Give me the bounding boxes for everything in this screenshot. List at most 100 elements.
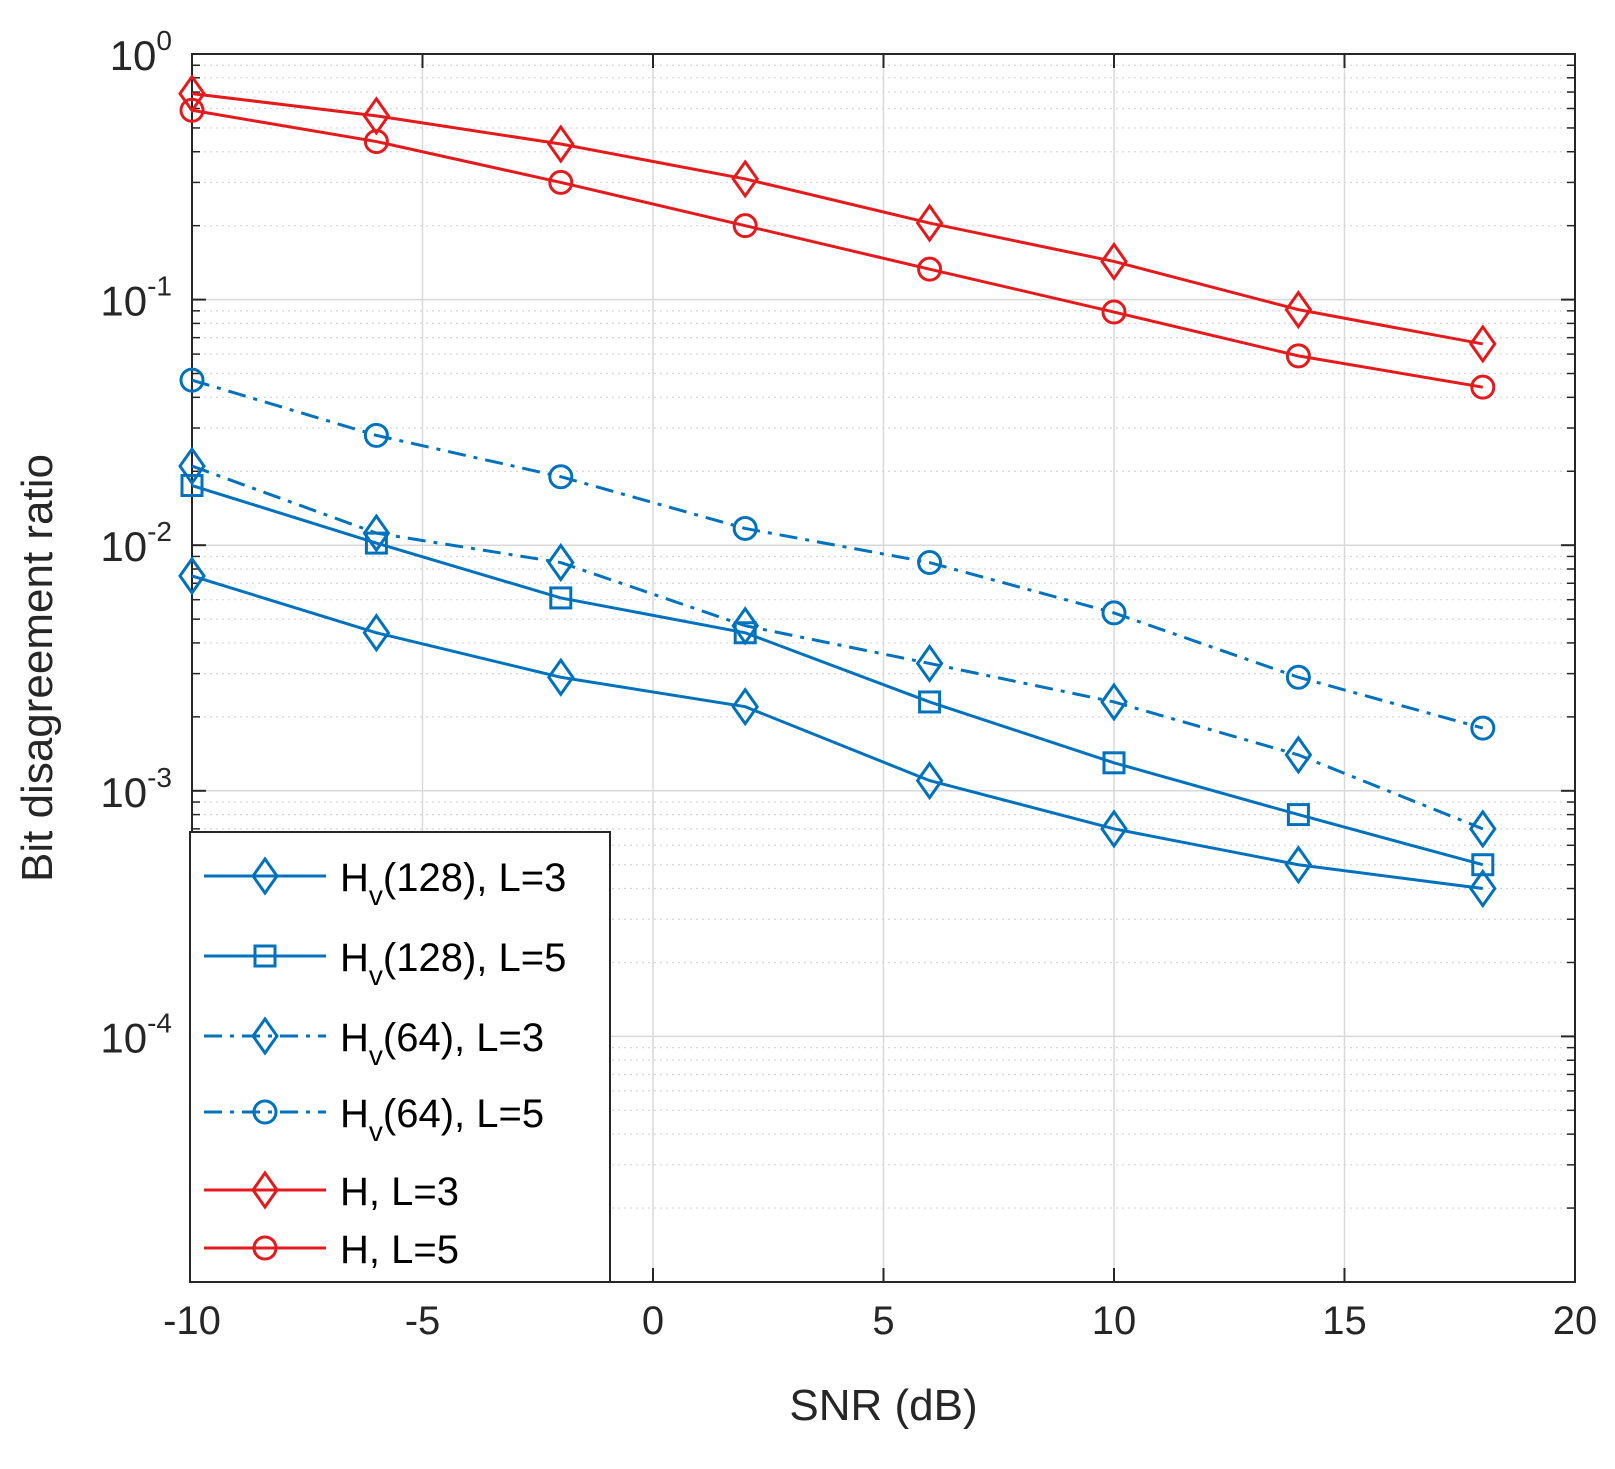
legend-box bbox=[189, 831, 611, 1283]
legend-label-main: H bbox=[340, 1016, 369, 1060]
legend-label-subscript: v bbox=[369, 960, 383, 991]
legend-label: H, L=5 bbox=[340, 1228, 459, 1272]
legend-marker bbox=[253, 944, 277, 968]
data-point bbox=[1286, 803, 1310, 827]
legend-item: Hv(128), L=3 bbox=[204, 856, 566, 911]
data-point bbox=[1100, 241, 1128, 282]
data-point bbox=[1470, 715, 1496, 741]
data-point bbox=[915, 761, 944, 801]
data-point bbox=[1284, 845, 1313, 885]
x-tick-label: 15 bbox=[1322, 1299, 1367, 1343]
series-line bbox=[191, 574, 1483, 891]
legend-label-main: H bbox=[340, 936, 369, 980]
data-point bbox=[1468, 324, 1497, 364]
data-point bbox=[362, 96, 391, 136]
y-tick-label: 10-4 bbox=[100, 1007, 172, 1061]
data-point bbox=[179, 97, 205, 123]
legend-label: Hv(128), L=3 bbox=[340, 856, 566, 911]
data-point bbox=[1468, 868, 1497, 909]
series-line bbox=[191, 378, 1484, 730]
y-tick-base: 10 bbox=[110, 32, 157, 79]
x-tick-label: 20 bbox=[1553, 1299, 1598, 1343]
data-point bbox=[362, 513, 391, 553]
y-tick-exponent: -1 bbox=[147, 271, 172, 302]
y-tick-label: 100 bbox=[110, 25, 172, 79]
x-axis-title: SNR (dB) bbox=[789, 1381, 977, 1430]
x-tick-label: 5 bbox=[872, 1299, 894, 1343]
data-point bbox=[1468, 809, 1497, 849]
data-point bbox=[732, 213, 758, 239]
data-point bbox=[179, 367, 205, 393]
series-4 bbox=[178, 73, 1497, 364]
series-0 bbox=[178, 556, 1497, 909]
data-point bbox=[731, 606, 760, 646]
legend-label-rest: (128), L=3 bbox=[383, 856, 566, 900]
y-tick-base: 10 bbox=[100, 769, 147, 816]
y-tick-base: 10 bbox=[100, 278, 147, 325]
series-3 bbox=[179, 367, 1496, 741]
legend-label: Hv(64), L=3 bbox=[340, 1016, 544, 1071]
legend-marker bbox=[251, 1170, 279, 1210]
data-point bbox=[732, 515, 758, 541]
y-tick-exponent: 0 bbox=[156, 25, 172, 56]
data-point bbox=[546, 124, 575, 164]
legend-label: H, L=3 bbox=[340, 1170, 459, 1214]
data-point bbox=[546, 542, 575, 583]
data-point bbox=[1284, 290, 1313, 330]
series-line bbox=[191, 464, 1484, 831]
data-point bbox=[362, 613, 391, 653]
y-tick-label: 10-3 bbox=[100, 762, 172, 816]
series-group bbox=[178, 73, 1497, 909]
data-point bbox=[731, 159, 760, 199]
data-point bbox=[178, 556, 206, 596]
legend-label-main: H bbox=[340, 856, 369, 900]
series-line bbox=[191, 92, 1484, 346]
y-tick-label: 10-2 bbox=[100, 516, 172, 570]
data-point bbox=[548, 169, 574, 195]
data-point bbox=[915, 643, 944, 684]
data-point bbox=[917, 256, 943, 282]
legend-label-main: H, L=5 bbox=[340, 1228, 459, 1272]
legend-marker bbox=[251, 1016, 279, 1056]
series-5 bbox=[179, 97, 1496, 400]
data-point bbox=[178, 446, 206, 486]
data-point bbox=[1100, 809, 1128, 849]
data-point bbox=[918, 690, 942, 714]
x-tick-label: -5 bbox=[405, 1299, 441, 1343]
data-point bbox=[1285, 343, 1311, 369]
data-point bbox=[1101, 299, 1127, 325]
data-point bbox=[917, 550, 943, 576]
data-point bbox=[731, 687, 760, 727]
legend-item: H, L=5 bbox=[204, 1228, 459, 1272]
legend-label-rest: (64), L=3 bbox=[383, 1016, 544, 1060]
data-point bbox=[1285, 664, 1311, 690]
data-point bbox=[363, 129, 389, 155]
data-point bbox=[1101, 600, 1127, 626]
data-point bbox=[546, 657, 575, 697]
legend-label-rest: (64), L=5 bbox=[383, 1092, 544, 1136]
y-tick-exponent: -4 bbox=[147, 1007, 172, 1038]
series-line bbox=[191, 484, 1484, 867]
data-point bbox=[1471, 853, 1495, 877]
y-tick-exponent: -3 bbox=[147, 762, 172, 793]
y-tick-label: 10-1 bbox=[100, 271, 172, 325]
data-point bbox=[549, 586, 573, 610]
x-tick-labels: -10 -5 0 5 10 15 20 bbox=[163, 1299, 1597, 1343]
data-point bbox=[1102, 751, 1126, 775]
x-tick-label: 0 bbox=[642, 1299, 664, 1343]
data-point bbox=[363, 422, 389, 448]
legend-item: Hv(128), L=5 bbox=[204, 936, 566, 991]
legend-label-subscript: v bbox=[369, 1040, 383, 1071]
data-point bbox=[548, 464, 574, 490]
x-tick-label: 10 bbox=[1092, 1299, 1137, 1343]
legend-item: H, L=3 bbox=[204, 1170, 459, 1214]
data-point bbox=[1470, 374, 1496, 400]
legend-item: Hv(64), L=5 bbox=[204, 1092, 544, 1147]
data-point bbox=[915, 203, 944, 243]
legend-label: Hv(64), L=5 bbox=[340, 1092, 544, 1147]
legend-marker bbox=[251, 856, 279, 896]
legend-label-main: H bbox=[340, 1092, 369, 1136]
y-tick-base: 10 bbox=[100, 1014, 147, 1061]
